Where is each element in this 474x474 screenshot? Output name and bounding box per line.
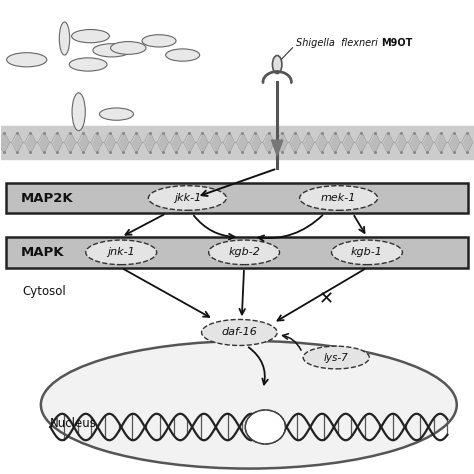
Text: jnk-1: jnk-1 bbox=[107, 247, 135, 257]
Bar bbox=[6, 182, 468, 213]
Text: Cytosol: Cytosol bbox=[22, 285, 66, 298]
Ellipse shape bbox=[69, 58, 107, 71]
Text: lys-7: lys-7 bbox=[324, 353, 348, 363]
Ellipse shape bbox=[72, 29, 109, 43]
Text: kgb-2: kgb-2 bbox=[228, 247, 260, 257]
Bar bbox=[0, 126, 474, 159]
Ellipse shape bbox=[110, 42, 146, 55]
Text: ✕: ✕ bbox=[318, 291, 333, 309]
Ellipse shape bbox=[245, 410, 285, 444]
Text: kgb-1: kgb-1 bbox=[351, 247, 383, 257]
Ellipse shape bbox=[273, 55, 282, 73]
Ellipse shape bbox=[331, 240, 402, 264]
Text: jkk-1: jkk-1 bbox=[174, 193, 201, 203]
Ellipse shape bbox=[201, 319, 277, 346]
Text: mek-1: mek-1 bbox=[321, 193, 356, 203]
Ellipse shape bbox=[142, 35, 176, 47]
Ellipse shape bbox=[72, 93, 85, 131]
Bar bbox=[6, 237, 468, 268]
Ellipse shape bbox=[7, 53, 47, 67]
Ellipse shape bbox=[100, 108, 134, 120]
Ellipse shape bbox=[59, 22, 70, 55]
Ellipse shape bbox=[148, 186, 227, 210]
Ellipse shape bbox=[86, 240, 156, 264]
Text: MAP2K: MAP2K bbox=[20, 191, 73, 204]
Ellipse shape bbox=[165, 49, 200, 61]
Ellipse shape bbox=[300, 186, 378, 210]
Ellipse shape bbox=[209, 240, 280, 264]
Text: Nucleus: Nucleus bbox=[50, 417, 97, 430]
Text: M9OT: M9OT bbox=[381, 38, 412, 48]
Text: daf-16: daf-16 bbox=[221, 328, 257, 337]
Ellipse shape bbox=[247, 413, 283, 441]
Polygon shape bbox=[272, 140, 283, 156]
Text: MAPK: MAPK bbox=[20, 246, 64, 259]
Ellipse shape bbox=[303, 346, 369, 369]
Text: Shigella  flexneri: Shigella flexneri bbox=[296, 38, 378, 48]
Ellipse shape bbox=[41, 341, 457, 469]
Ellipse shape bbox=[93, 44, 131, 57]
